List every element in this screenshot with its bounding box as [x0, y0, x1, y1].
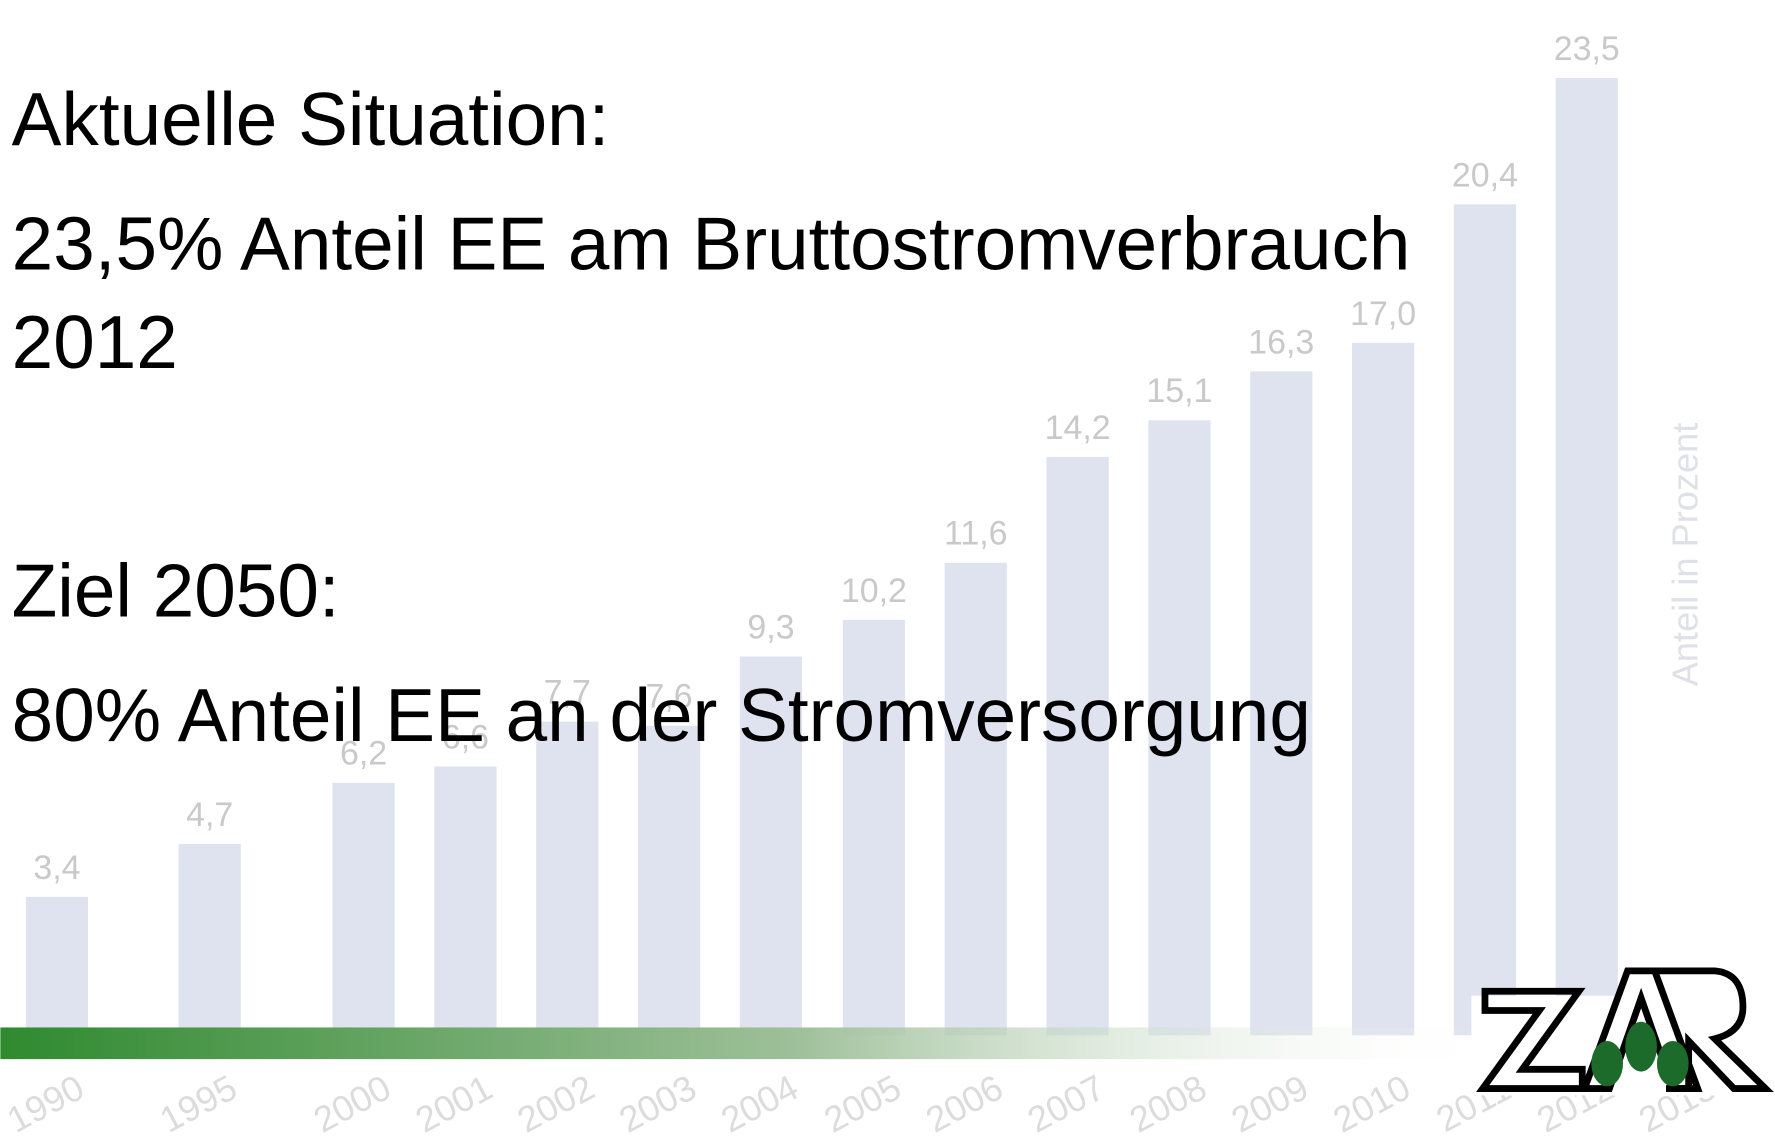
bar [1046, 456, 1109, 1036]
x-tick-label: 1990 [0, 1067, 90, 1141]
x-tick-label: 2007 [1021, 1067, 1111, 1141]
value-label: 7,6 [646, 678, 693, 716]
slide-line: 80% Anteil EE an der Stromversorgung [12, 673, 1311, 757]
x-tick-label: 2009 [1225, 1067, 1315, 1141]
slide-text: Aktuelle Situation: 23,5% Anteil EE am Br… [12, 77, 1411, 757]
y-axis-label: Anteil in Prozent [1665, 423, 1706, 687]
x-tick-label: 2006 [919, 1067, 1009, 1141]
bar [1352, 342, 1415, 1036]
value-label: 23,5 [1554, 30, 1620, 68]
slide-line: Aktuelle Situation: [12, 77, 610, 161]
value-label: 14,2 [1045, 409, 1111, 447]
value-label: 4,7 [186, 796, 233, 834]
slide-line: 23,5% Anteil EE am Bruttostromverbrauch [12, 201, 1411, 285]
logo [1471, 967, 1774, 1096]
bar [1555, 78, 1618, 1036]
slide-line: 2012 [12, 300, 178, 384]
value-label: 20,4 [1452, 156, 1518, 194]
value-label: 6,6 [442, 718, 489, 756]
x-tick-label: 2010 [1326, 1067, 1416, 1141]
x-tick-label: 2003 [612, 1067, 702, 1141]
bar [434, 766, 497, 1036]
x-tick-label: 1995 [153, 1067, 243, 1141]
value-label: 10,2 [841, 572, 907, 610]
x-tick-label: 2008 [1123, 1067, 1213, 1141]
x-tick-label: 2004 [714, 1067, 804, 1141]
bar [1148, 420, 1211, 1036]
value-label: 6,2 [340, 735, 387, 773]
x-tick-label: 2001 [409, 1067, 499, 1141]
bar [1250, 371, 1313, 1036]
bar [332, 782, 395, 1036]
slide-line: Ziel 2050: [12, 549, 340, 633]
value-label: 17,0 [1350, 295, 1416, 333]
x-tick-label: 2000 [307, 1067, 397, 1141]
bar [842, 619, 906, 1036]
bar [25, 896, 89, 1036]
value-label: 3,4 [33, 849, 80, 887]
value-label: 9,3 [747, 608, 794, 646]
bar [637, 725, 701, 1036]
bar [739, 656, 803, 1036]
x-tick-label: 2002 [511, 1067, 601, 1141]
value-label: 16,3 [1248, 323, 1314, 361]
value-label: 7,7 [544, 674, 591, 712]
value-label: 15,1 [1146, 372, 1212, 410]
value-label: 11,6 [944, 515, 1008, 553]
x-tick-label: 2005 [817, 1067, 907, 1141]
bar [178, 843, 241, 1036]
bar [536, 721, 599, 1036]
bar [944, 562, 1007, 1036]
bar [1453, 204, 1517, 1036]
